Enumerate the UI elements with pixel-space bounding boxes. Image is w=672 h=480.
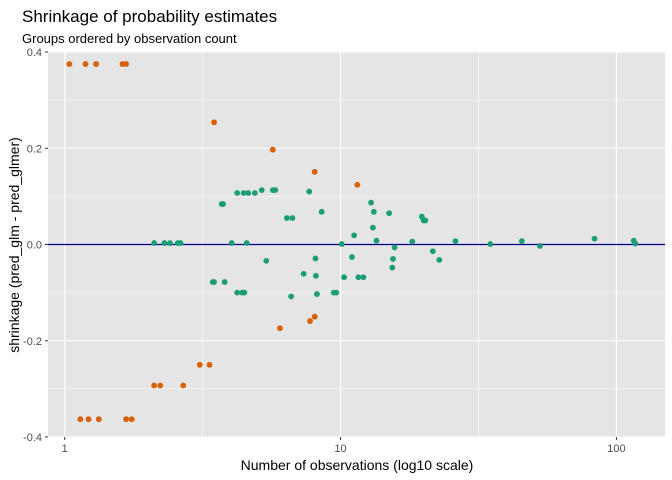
y-tick-label: 0.4 [27, 47, 42, 59]
data-point [245, 190, 252, 196]
data-point [128, 416, 135, 423]
data-point [311, 313, 318, 320]
data-point [151, 382, 158, 389]
data-point [234, 190, 241, 196]
data-point [272, 187, 279, 194]
data-point [95, 416, 102, 423]
data-point [373, 237, 380, 244]
y-tick-label: -0.2 [23, 336, 42, 348]
chart-title: Shrinkage of probability estimates [22, 7, 277, 26]
data-point [283, 215, 290, 221]
data-point [228, 240, 235, 246]
data-point [537, 243, 543, 249]
data-point [157, 382, 164, 389]
data-point [349, 254, 355, 260]
x-tick-label: 1 [62, 443, 68, 455]
data-point [307, 318, 313, 324]
data-point [452, 238, 459, 245]
data-point [196, 361, 203, 368]
data-point [211, 279, 217, 285]
data-point [370, 208, 377, 215]
data-point [351, 232, 358, 239]
axis-ticks [45, 51, 617, 440]
x-tick-label: 10 [334, 443, 346, 455]
data-point [288, 293, 295, 300]
chart-subtitle: Groups ordered by observation count [22, 31, 237, 46]
data-point [211, 119, 217, 126]
data-point [312, 272, 319, 279]
data-point [306, 188, 313, 195]
data-point [632, 240, 639, 247]
data-point [341, 274, 347, 281]
data-point [355, 274, 362, 281]
data-point [151, 240, 158, 246]
data-point [77, 416, 84, 423]
y-tick-label: 0.0 [27, 240, 42, 252]
data-point [354, 181, 361, 188]
data-point [221, 279, 228, 285]
data-point [167, 240, 173, 246]
data-point [123, 416, 130, 423]
data-point [311, 168, 318, 175]
data-point [386, 210, 393, 217]
data-points [66, 61, 639, 423]
data-point [389, 264, 396, 271]
data-point [518, 238, 525, 245]
data-point [360, 274, 367, 281]
data-point [333, 289, 340, 296]
data-point [370, 224, 376, 231]
data-point [300, 270, 307, 277]
x-tick-label: 100 [607, 443, 625, 455]
data-point [591, 235, 598, 242]
data-point [318, 208, 325, 215]
data-point [82, 61, 89, 67]
data-point [263, 257, 270, 264]
data-point [312, 255, 319, 262]
data-point [123, 61, 130, 67]
data-point [390, 256, 396, 262]
data-point [277, 325, 283, 332]
y-tick-label: 0.2 [27, 143, 42, 155]
data-point [66, 61, 73, 67]
data-point [180, 382, 187, 389]
x-tick-labels: 1 10 100 [62, 443, 626, 455]
y-tick-labels: -0.4 -0.2 0.0 0.2 0.4 [23, 47, 42, 444]
x-axis-title: Number of observations (log10 scale) [241, 457, 474, 473]
data-point [85, 416, 92, 423]
data-point [206, 361, 213, 368]
data-point [487, 241, 494, 247]
data-point [391, 244, 398, 251]
data-point [177, 240, 184, 246]
data-point [243, 240, 250, 246]
data-point [234, 289, 241, 296]
data-point [314, 291, 320, 297]
data-point [368, 199, 374, 206]
data-point [429, 248, 436, 255]
data-point [436, 257, 443, 263]
data-point [161, 240, 168, 246]
data-point [220, 201, 226, 207]
data-point [338, 241, 345, 247]
y-axis-title: shrinkage (pred_glm - pred_glmer) [6, 137, 22, 353]
data-point [269, 146, 276, 153]
data-point [409, 238, 416, 245]
data-point [251, 190, 258, 196]
data-point [240, 190, 247, 196]
data-point [241, 289, 248, 296]
data-point [258, 187, 265, 194]
data-point [93, 61, 100, 67]
data-point [422, 217, 429, 224]
data-point [289, 215, 296, 221]
y-tick-label: -0.4 [23, 432, 42, 444]
